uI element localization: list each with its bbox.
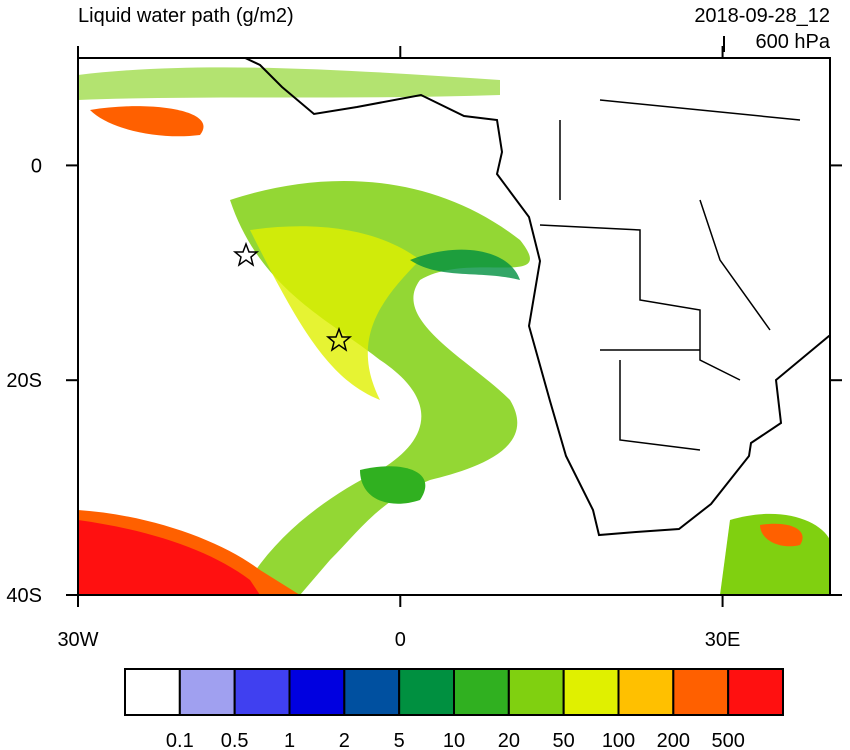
x-tick-label: 30E bbox=[705, 629, 741, 651]
colorbar-label: 20 bbox=[498, 730, 520, 750]
colorbar-label: 2 bbox=[339, 730, 350, 750]
colorbar-box bbox=[178, 668, 236, 716]
ocean bbox=[78, 58, 830, 595]
colorbar-box bbox=[398, 668, 455, 716]
cloud-patch bbox=[760, 523, 803, 547]
cloud-edge bbox=[410, 249, 520, 280]
valid-time: 2018-09-28_12 bbox=[694, 5, 830, 27]
cloud-edge bbox=[360, 466, 426, 504]
colorbar-box bbox=[288, 668, 346, 716]
colorbar: 0.1 0.5 1 2 5 10 20 50 100 200 500 bbox=[124, 668, 785, 750]
colorbar-box bbox=[562, 668, 620, 716]
cloud-core bbox=[250, 226, 420, 400]
colorbar-label: 200 bbox=[657, 730, 690, 750]
colorbar-box bbox=[453, 668, 510, 716]
colorbar-box bbox=[617, 668, 675, 716]
colorbar-box bbox=[727, 668, 785, 716]
colorbar-box bbox=[233, 668, 291, 716]
x-tick-label: 30W bbox=[57, 629, 98, 651]
title: Liquid water path (g/m2) bbox=[78, 5, 294, 27]
colorbar-box bbox=[507, 668, 565, 716]
front-core bbox=[78, 520, 260, 595]
y-tick-label: 0 bbox=[31, 155, 42, 177]
level: 600 hPa bbox=[755, 31, 830, 53]
colorbar-label: 500 bbox=[711, 730, 744, 750]
cloud-patch bbox=[720, 513, 830, 595]
colorbar-label: 0.1 bbox=[166, 730, 194, 750]
colorbar-box bbox=[124, 668, 181, 716]
site-marker bbox=[325, 326, 353, 352]
colorbar-label: 0.5 bbox=[221, 730, 249, 750]
colorbar-label: 100 bbox=[602, 730, 635, 750]
colorbar-label: 10 bbox=[443, 730, 465, 750]
cloud-patch bbox=[90, 106, 204, 137]
colorbar-label: 50 bbox=[553, 730, 575, 750]
coastline bbox=[242, 58, 830, 537]
axes: 30W 0 30E 0 20S 40S bbox=[6, 46, 842, 651]
y-tick-label: 20S bbox=[6, 370, 42, 392]
cloud-patch bbox=[78, 67, 500, 100]
borders bbox=[539, 99, 801, 451]
y-tick-label: 40S bbox=[6, 585, 42, 607]
colorbar-label: 1 bbox=[284, 730, 295, 750]
colorbar-label: 5 bbox=[394, 730, 405, 750]
colorbar-box bbox=[672, 668, 730, 716]
colorbar-box bbox=[343, 668, 401, 716]
plot-frame bbox=[77, 57, 831, 596]
site-marker bbox=[232, 241, 260, 267]
x-tick-label: 0 bbox=[395, 629, 406, 651]
map-field bbox=[78, 58, 830, 595]
